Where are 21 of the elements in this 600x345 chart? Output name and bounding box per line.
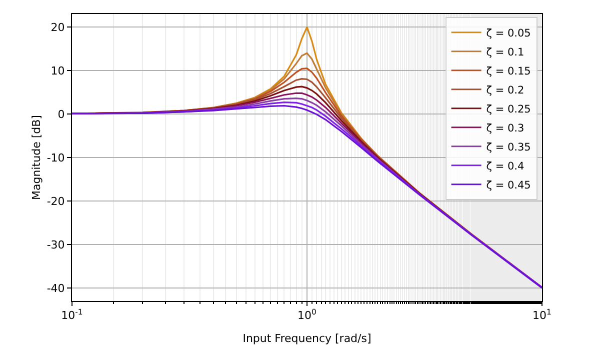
- legend-label: ζ = 0.05: [486, 27, 531, 40]
- legend-label: ζ = 0.4: [486, 160, 525, 172]
- legend-label: ζ = 0.2: [486, 84, 524, 96]
- legend-label: ζ = 0.15: [486, 65, 531, 78]
- y-tick-label: -20: [46, 194, 65, 208]
- x-tick-label: 10$^{0}$: [298, 308, 317, 322]
- y-tick-label: -40: [46, 282, 65, 295]
- x-tick-label: 10$^{-1}$: [61, 308, 83, 322]
- y-tick-label: -10: [46, 151, 65, 164]
- legend-label: ζ = 0.1: [486, 46, 524, 58]
- y-tick-label: 0: [58, 108, 65, 121]
- y-tick-label: -30: [46, 238, 65, 252]
- legend-label: ζ = 0.25: [486, 103, 531, 116]
- legend-label: ζ = 0.3: [486, 122, 524, 134]
- legend-label: ζ = 0.35: [486, 141, 531, 154]
- legend-label: ζ = 0.45: [486, 179, 531, 192]
- y-axis-title: Magnitude [dB]: [30, 115, 43, 200]
- x-axis-title: Input Frequency [rad/s]: [242, 332, 372, 345]
- y-tick-label: 10: [50, 64, 65, 78]
- x-tick-label: 10$^{1}$: [532, 308, 552, 322]
- y-tick-label: 20: [50, 20, 65, 34]
